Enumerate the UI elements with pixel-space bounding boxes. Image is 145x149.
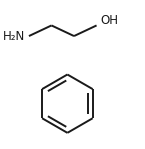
Text: OH: OH: [100, 14, 118, 27]
Text: H₂N: H₂N: [3, 30, 25, 43]
